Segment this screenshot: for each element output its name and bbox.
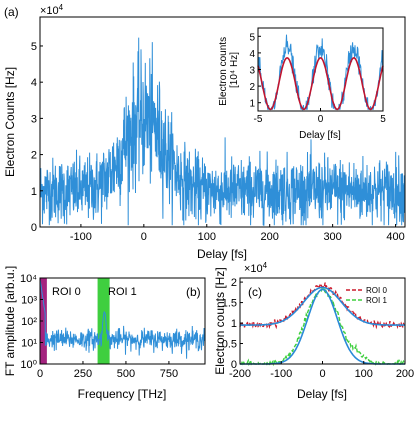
- x-tick-label: 100: [355, 368, 373, 380]
- y-tick-label: 1: [231, 318, 237, 330]
- y-tick-label: 10²: [21, 316, 37, 328]
- y-tick-label: 1: [249, 99, 255, 110]
- x-tick-label: 0: [141, 231, 147, 243]
- x-tick-label: 200: [396, 368, 414, 380]
- x-tick-label: 500: [117, 368, 135, 380]
- panel-a-inset: -5 0 5 1 2 3 4 5 Electron counts [10⁴ Hz] Delay…: [218, 27, 386, 141]
- y-tick-label: 3: [249, 66, 255, 77]
- y-tick-label: 1: [31, 186, 37, 198]
- x-tick-label: 750: [160, 368, 178, 380]
- panel-a: (a) ×104 -100 0 100 200 300 400 0 1 2 3 4 5 Electro…: [3, 3, 406, 261]
- y-tick-label: 0.5: [222, 339, 237, 351]
- panel-c-exponent: ×104: [244, 261, 268, 276]
- panel-c-roi0-fit: [240, 286, 405, 326]
- panel-a-exponent: ×104: [40, 3, 64, 18]
- inset-ylabel: Electron counts [10⁴ Hz]: [218, 34, 240, 106]
- panel-a-frame: [39, 16, 406, 228]
- roi1-label: ROI 1: [108, 286, 137, 298]
- panel-b-spectrum: [39, 278, 206, 359]
- legend-roi0-label: ROI 0: [366, 286, 387, 295]
- y-tick-label: 10¹: [21, 338, 37, 350]
- panel-a-trace: [39, 37, 406, 226]
- y-tick-label: 3: [31, 113, 37, 125]
- legend-roi1-label: ROI 1: [366, 296, 387, 305]
- roi0-band: [40, 278, 47, 364]
- y-tick-label: 2: [249, 82, 255, 93]
- x-tick-label: -100: [70, 231, 92, 243]
- y-tick-label: 10³: [21, 295, 37, 307]
- y-tick-label: 4: [249, 49, 255, 60]
- y-tick-label: 4: [31, 77, 37, 89]
- panel-a-xlabel: Delay [fs]: [197, 247, 247, 261]
- inset-xlabel: Delay [fs]: [299, 130, 341, 141]
- x-tick-label: 0: [319, 368, 325, 380]
- x-tick-label: -5: [254, 114, 263, 125]
- inset-fit: [257, 57, 384, 111]
- panel-b-xlabel: Frequency [THz]: [78, 387, 167, 401]
- panel-b-ylabel: FT amplitude [arb.u.]: [3, 266, 17, 377]
- x-tick-label: 5: [380, 114, 386, 125]
- x-tick-label: 250: [74, 368, 92, 380]
- inset-background: [258, 28, 383, 111]
- y-tick-label: 1.5: [222, 298, 237, 310]
- panel-a-label: (a): [4, 5, 19, 19]
- x-tick-label: 400: [386, 231, 404, 243]
- x-tick-label: 100: [198, 231, 216, 243]
- y-tick-label: 5: [31, 41, 37, 53]
- x-tick-label: 0: [318, 114, 324, 125]
- x-tick-label: 200: [261, 231, 279, 243]
- x-tick-label: 0: [37, 368, 43, 380]
- y-tick-label: 0: [231, 359, 237, 371]
- x-tick-label: -200: [229, 368, 251, 380]
- y-tick-label: 2: [231, 277, 237, 289]
- panel-b: 0 250 500 750 10⁰ 10¹ 10² 10³ 10⁴ ROI 0 ROI 1 (b…: [3, 266, 206, 401]
- y-tick-label: 10⁴: [20, 273, 37, 285]
- panel-c-label: (c): [248, 285, 262, 299]
- panel-b-label: (b): [186, 285, 201, 299]
- y-tick-label: 5: [249, 32, 255, 43]
- panel-c-ylabel: Electron counts [Hz]: [213, 267, 227, 374]
- x-tick-label: -100: [270, 368, 292, 380]
- y-tick-label: 2: [31, 150, 37, 162]
- x-tick-label: 300: [323, 231, 341, 243]
- panel-c-xlabel: Delay [fs]: [297, 387, 347, 401]
- panel-c-legend: ROI 0 ROI 1: [346, 286, 387, 305]
- roi0-label: ROI 0: [52, 286, 81, 298]
- panel-c: ×104 -200 -100 0 100 200 0 0.5 1 1.5 2 (c) ROI 0 …: [213, 261, 414, 402]
- y-tick-label: 10⁰: [20, 359, 37, 371]
- y-tick-label: 0: [31, 222, 37, 234]
- panel-a-ylabel: Electron Counts [Hz]: [3, 67, 17, 177]
